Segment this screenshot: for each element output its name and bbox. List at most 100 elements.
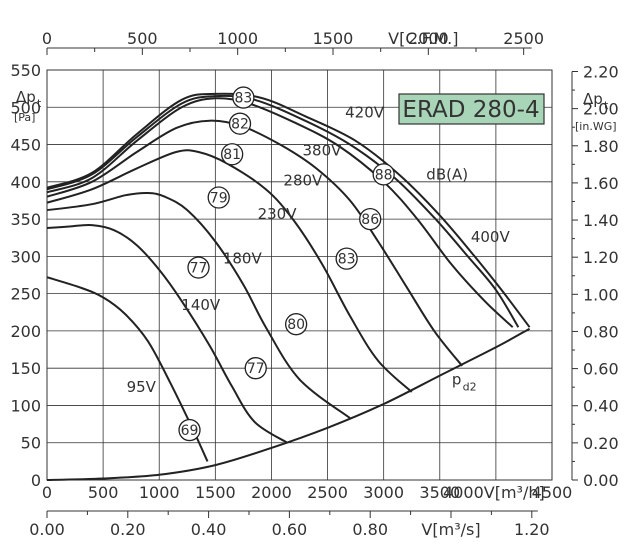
series-line-pd2 (46, 327, 531, 481)
bottom2-tick-label: 0.00 (29, 520, 65, 539)
db-bubble-label: 80 (287, 317, 305, 333)
db-bubble (359, 207, 382, 231)
right-tick-label: 1.20 (583, 248, 619, 267)
bottom2-tick-label: 0.40 (191, 520, 227, 539)
db-bubble (335, 247, 358, 270)
left-axis-unit: [Pa] (14, 111, 35, 124)
curve-label: 380V (302, 142, 342, 160)
db-bubble (178, 418, 201, 442)
right-tick-label: 0.60 (583, 360, 619, 379)
db-bubble-label: 83 (234, 91, 252, 107)
labels: 420V 380V 280V 230V 180V 140V 95V 400V dB(A) p d2 8… (127, 86, 545, 442)
top-tick-label: 0 (42, 29, 52, 48)
pd-label-sub: d2 (463, 381, 477, 394)
db-bubble-label: 83 (338, 252, 356, 268)
top-tick-label: 1000 (217, 29, 258, 48)
bottom2-axis-unit: V[m³/s] (421, 520, 480, 539)
left-tick-label: 300 (10, 247, 41, 266)
series-line-230V (46, 149, 413, 393)
series-line-280V (46, 119, 463, 367)
bottom-tick-label: 2000 (251, 483, 292, 502)
left-tick-label: 400 (10, 173, 41, 192)
bottom2-tick-label: 0.60 (272, 520, 308, 539)
grid (46, 69, 553, 481)
db-bubble-label: 77 (190, 261, 208, 277)
right-tick-label: 1.40 (583, 211, 619, 230)
db-bubble-label: 77 (247, 361, 265, 377)
curve-label: 140V (181, 296, 221, 314)
db-bubble-label: 69 (181, 423, 199, 439)
right-tick-label: 2.00 (583, 100, 619, 119)
left-tick-label: 50 (21, 434, 41, 453)
db-bubble (284, 313, 308, 336)
series-line-180V (46, 191, 351, 419)
right-tick-label: 1.60 (583, 174, 619, 193)
db-bubble (228, 112, 252, 135)
bottom-tick-label: 0 (42, 483, 52, 502)
bottom-tick-label: 3500 (419, 483, 460, 502)
right-tick-label: 0.40 (583, 397, 619, 416)
db-bubble (232, 86, 255, 109)
curve-label: 230V (258, 205, 298, 223)
db-bubble (187, 256, 210, 279)
right-tick-label: 0.00 (583, 471, 619, 490)
db-bubble-label: 86 (361, 212, 379, 228)
right-tick-label: 1.80 (583, 137, 619, 156)
db-bubble (372, 163, 395, 186)
curve-label: 400V (471, 228, 511, 246)
left-tick-label: 250 (10, 285, 41, 304)
right-axis-unit: [in.WG] (575, 120, 617, 133)
right-tick-label: 0.80 (583, 322, 619, 341)
curve-label: 420V (345, 103, 385, 121)
left-tick-label: 500 (10, 98, 41, 117)
top-tick-label: 2500 (503, 29, 544, 48)
left-tick-label: 450 (10, 136, 41, 155)
top-tick-label: 1500 (313, 29, 354, 48)
left-tick-label: 200 (10, 322, 41, 341)
plot-frame (46, 69, 553, 481)
curve-label: dB(A) (426, 165, 468, 183)
db-bubble-label: 82 (231, 117, 249, 133)
bottom-tick-label: 3000 (363, 483, 404, 502)
curve-label: 95V (127, 378, 157, 396)
db-bubble (221, 143, 244, 166)
pd-label: p (452, 371, 462, 389)
bottom2-tick-label: 1.20 (514, 520, 550, 539)
curve-label: 180V (223, 250, 263, 268)
bottom-axis-unit: 4000V[m³/h] (443, 483, 545, 502)
curves (46, 92, 531, 481)
series-line-420V (46, 94, 520, 328)
series-line-140V (46, 223, 288, 444)
db-bubble-label: 88 (375, 167, 393, 183)
bottom-tick-label: 2500 (307, 483, 348, 502)
db-bubble-label: 79 (210, 190, 228, 206)
db-bubble-label: 81 (223, 147, 241, 163)
left-tick-label: 350 (10, 210, 41, 229)
left-axis-title-sub: t (37, 97, 42, 110)
curve-label: 280V (283, 171, 323, 189)
right-axis-title: Δp (583, 90, 603, 108)
right-tick-label: 1.00 (583, 285, 619, 304)
top-tick-label: 2000 (408, 29, 449, 48)
right-tick-label: 2.20 (583, 62, 619, 81)
bottom-tick-label: 500 (88, 483, 119, 502)
left-axis-title: Δp (16, 88, 36, 106)
model-badge (398, 93, 545, 125)
top-tick-label: 500 (127, 29, 158, 48)
db-bubble (207, 186, 230, 209)
left-tick-label: 100 (10, 396, 41, 415)
model-badge-label: ERAD 280-4 (402, 97, 539, 123)
bottom-tick-label: 4500 (532, 483, 573, 502)
series-line-380V (46, 97, 514, 328)
left-tick-label: 0 (31, 471, 41, 490)
bottom-tick-label: 1000 (139, 483, 180, 502)
left-tick-label: 550 (10, 61, 41, 80)
right-tick-label: 0.20 (583, 434, 619, 453)
right-axis-title-sub: t (604, 99, 609, 112)
bottom-tick-label: 1500 (195, 483, 236, 502)
db-bubble (244, 357, 267, 380)
top-axis-unit: V[C.F.M.] (388, 29, 458, 48)
